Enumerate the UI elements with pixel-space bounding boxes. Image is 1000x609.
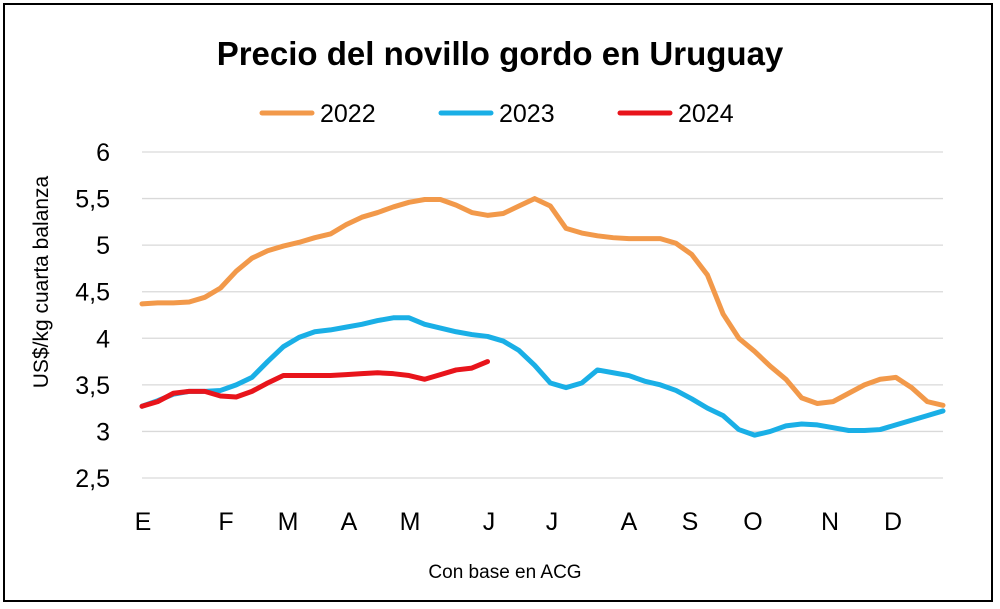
- x-tick-label: D: [884, 508, 902, 536]
- source-note: Con base en ACG: [428, 562, 581, 583]
- chart-title: Precio del novillo gordo en Uruguay: [217, 35, 784, 72]
- series-line-2024: [139, 359, 491, 409]
- y-axis-label: US$/kg cuarta balanza: [30, 175, 53, 388]
- series-line-2022: [139, 196, 946, 408]
- y-tick-label: 5: [96, 232, 110, 260]
- y-tick-label: 2,5: [75, 465, 110, 493]
- x-tick-label: J: [546, 508, 559, 536]
- x-tick-label: S: [682, 508, 699, 536]
- y-tick-label: 3: [96, 418, 110, 446]
- x-tick-label: J: [483, 508, 496, 536]
- y-tick-label: 5,5: [75, 186, 110, 214]
- x-tick-label: M: [278, 508, 299, 536]
- x-tick-label: M: [400, 508, 421, 536]
- series-lines: [139, 196, 946, 438]
- x-tick-label: F: [218, 508, 233, 536]
- x-tick-label: E: [135, 508, 152, 536]
- x-tick-label: A: [341, 508, 358, 536]
- legend-label-2022: 2022: [320, 100, 376, 128]
- legend-label-2023: 2023: [499, 100, 555, 128]
- legend-label-2024: 2024: [678, 100, 734, 128]
- gridlines: [142, 151, 943, 479]
- legend: 2022 2023 2024: [259, 100, 734, 128]
- y-tick-label: 3,5: [75, 372, 110, 400]
- series-line-2023: [139, 315, 946, 438]
- x-tick-label: O: [743, 508, 762, 536]
- y-axis-ticks: 2,5 3 3,5 4 4,5 5 5,5 6: [75, 139, 110, 493]
- x-tick-label: A: [621, 508, 638, 536]
- y-tick-label: 4: [96, 325, 110, 353]
- x-tick-label: N: [821, 508, 839, 536]
- y-tick-label: 4,5: [75, 279, 110, 307]
- y-tick-label: 6: [96, 139, 110, 167]
